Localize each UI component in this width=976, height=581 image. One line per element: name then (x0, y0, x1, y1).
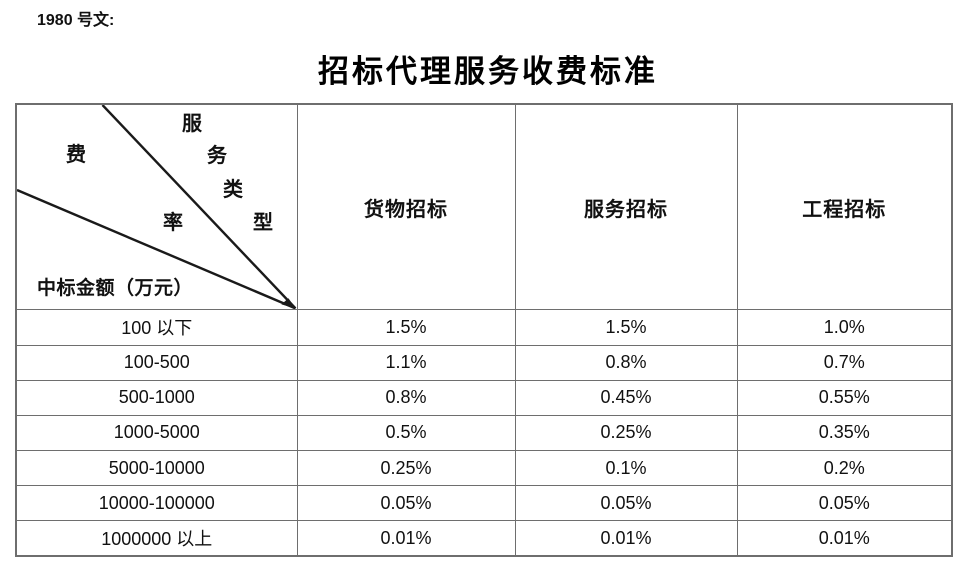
corner-label-rate-char: 率 (163, 212, 183, 234)
rate-value: 1.1% (296, 344, 516, 381)
corner-label-service-char-3: 类 (223, 179, 243, 201)
fee-standard-table: 费 率 服 务 类 型 中标金额（万元） 货物招标 服务招标 工程招标 100 … (15, 103, 953, 557)
table-row: 500-1000 0.8% 0.45% 0.55% (15, 379, 953, 416)
amount-range: 100-500 (15, 344, 298, 381)
diagonal-corner-cell: 费 率 服 务 类 型 中标金额（万元） (15, 103, 298, 311)
document-number: 1980 号文: (37, 12, 115, 29)
rate-value: 1.5% (296, 309, 516, 346)
diagonal-lines-graphic (17, 105, 297, 310)
rate-value: 0.2% (736, 449, 953, 487)
rate-value: 0.8% (296, 379, 516, 416)
table-row: 10000-100000 0.05% 0.05% 0.05% (15, 485, 953, 522)
page-title: 招标代理服务收费标准 (318, 54, 658, 89)
table-row: 100 以下 1.5% 1.5% 1.0% (15, 309, 953, 346)
rate-value: 0.35% (736, 414, 953, 451)
rate-value: 0.01% (514, 520, 738, 557)
column-header-goods: 货物招标 (296, 103, 516, 311)
amount-range: 1000-5000 (15, 414, 298, 451)
table-header-row: 费 率 服 务 类 型 中标金额（万元） 货物招标 服务招标 工程招标 (15, 103, 953, 311)
amount-range: 500-1000 (15, 379, 298, 416)
rate-value: 0.45% (514, 379, 738, 416)
rate-value: 0.01% (736, 520, 953, 557)
corner-label-fee-char: 费 (66, 144, 86, 166)
corner-amount-label: 中标金额（万元） (37, 278, 194, 299)
rate-value: 0.55% (736, 379, 953, 416)
amount-range: 10000-100000 (15, 485, 298, 522)
rate-value: 0.05% (736, 485, 953, 522)
table-row: 1000000 以上 0.01% 0.01% 0.01% (15, 520, 953, 557)
rate-value: 0.25% (514, 414, 738, 451)
table-row: 5000-10000 0.25% 0.1% 0.2% (15, 449, 953, 487)
rate-value: 0.7% (736, 344, 953, 381)
arrowhead-icon (281, 298, 296, 309)
rate-value: 0.05% (296, 485, 516, 522)
column-header-service: 服务招标 (514, 103, 738, 311)
rate-value: 1.5% (514, 309, 738, 346)
amount-range: 100 以下 (15, 309, 298, 346)
rate-value: 1.0% (736, 309, 953, 346)
amount-range: 5000-10000 (15, 449, 298, 487)
rate-value: 0.1% (514, 449, 738, 487)
rate-value: 0.5% (296, 414, 516, 451)
rate-value: 0.01% (296, 520, 516, 557)
table-row: 1000-5000 0.5% 0.25% 0.35% (15, 414, 953, 451)
amount-range: 1000000 以上 (15, 520, 298, 557)
rate-value: 0.8% (514, 344, 738, 381)
corner-label-service-char-1: 服 (182, 113, 202, 135)
rate-value: 0.05% (514, 485, 738, 522)
column-header-engineering: 工程招标 (736, 103, 953, 311)
corner-label-service-char-2: 务 (207, 145, 227, 167)
diagonal-header: 费 率 服 务 类 型 中标金额（万元） (17, 105, 297, 310)
table-row: 100-500 1.1% 0.8% 0.7% (15, 344, 953, 381)
rate-value: 0.25% (296, 449, 516, 487)
corner-label-service-char-4: 型 (253, 212, 273, 234)
